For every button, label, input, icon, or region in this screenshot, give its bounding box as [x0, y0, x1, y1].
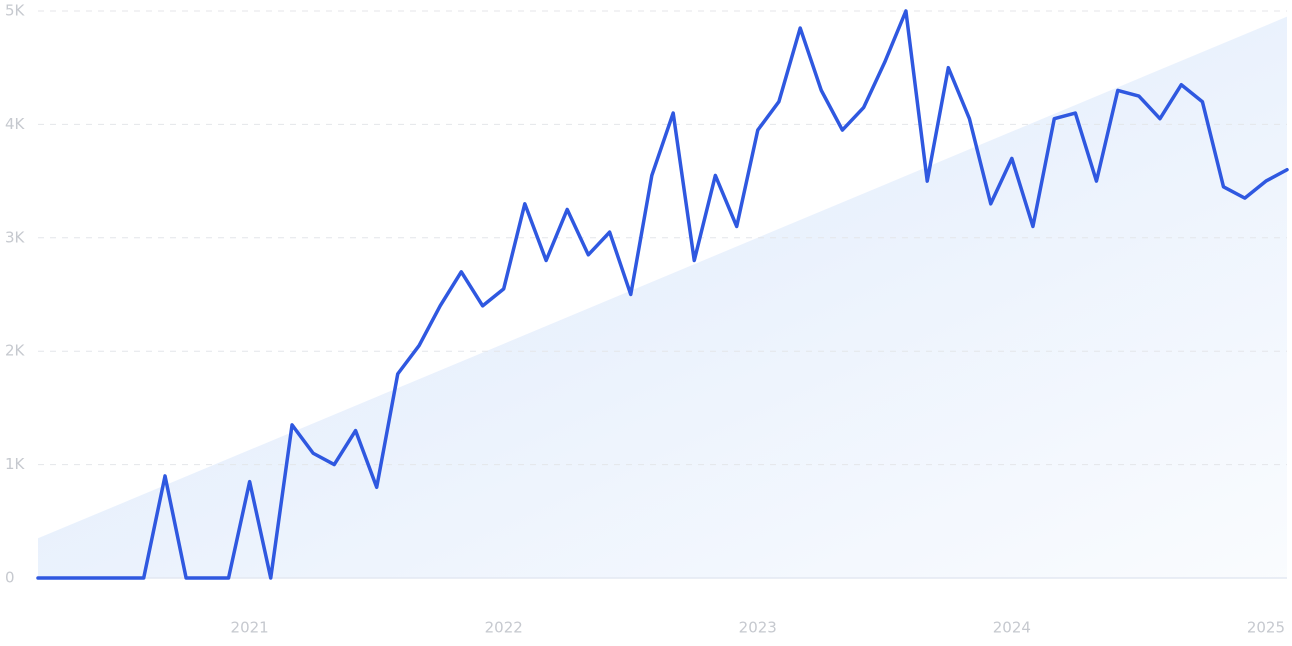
x-tick-label: 2024: [993, 619, 1031, 637]
x-tick-label: 2021: [231, 619, 269, 637]
y-tick-label: 3K: [5, 228, 26, 246]
y-tick-label: 4K: [5, 115, 26, 133]
y-tick-label: 2K: [5, 342, 26, 360]
y-tick-label: 1K: [5, 455, 26, 473]
y-tick-label: 5K: [5, 2, 26, 20]
trend-area: [38, 16, 1287, 579]
x-tick-label: 2025: [1247, 619, 1285, 637]
x-tick-label: 2022: [485, 619, 523, 637]
x-tick-label: 2023: [739, 619, 777, 637]
y-tick-label: 0: [5, 569, 15, 587]
data-line: [36, 9, 1289, 580]
